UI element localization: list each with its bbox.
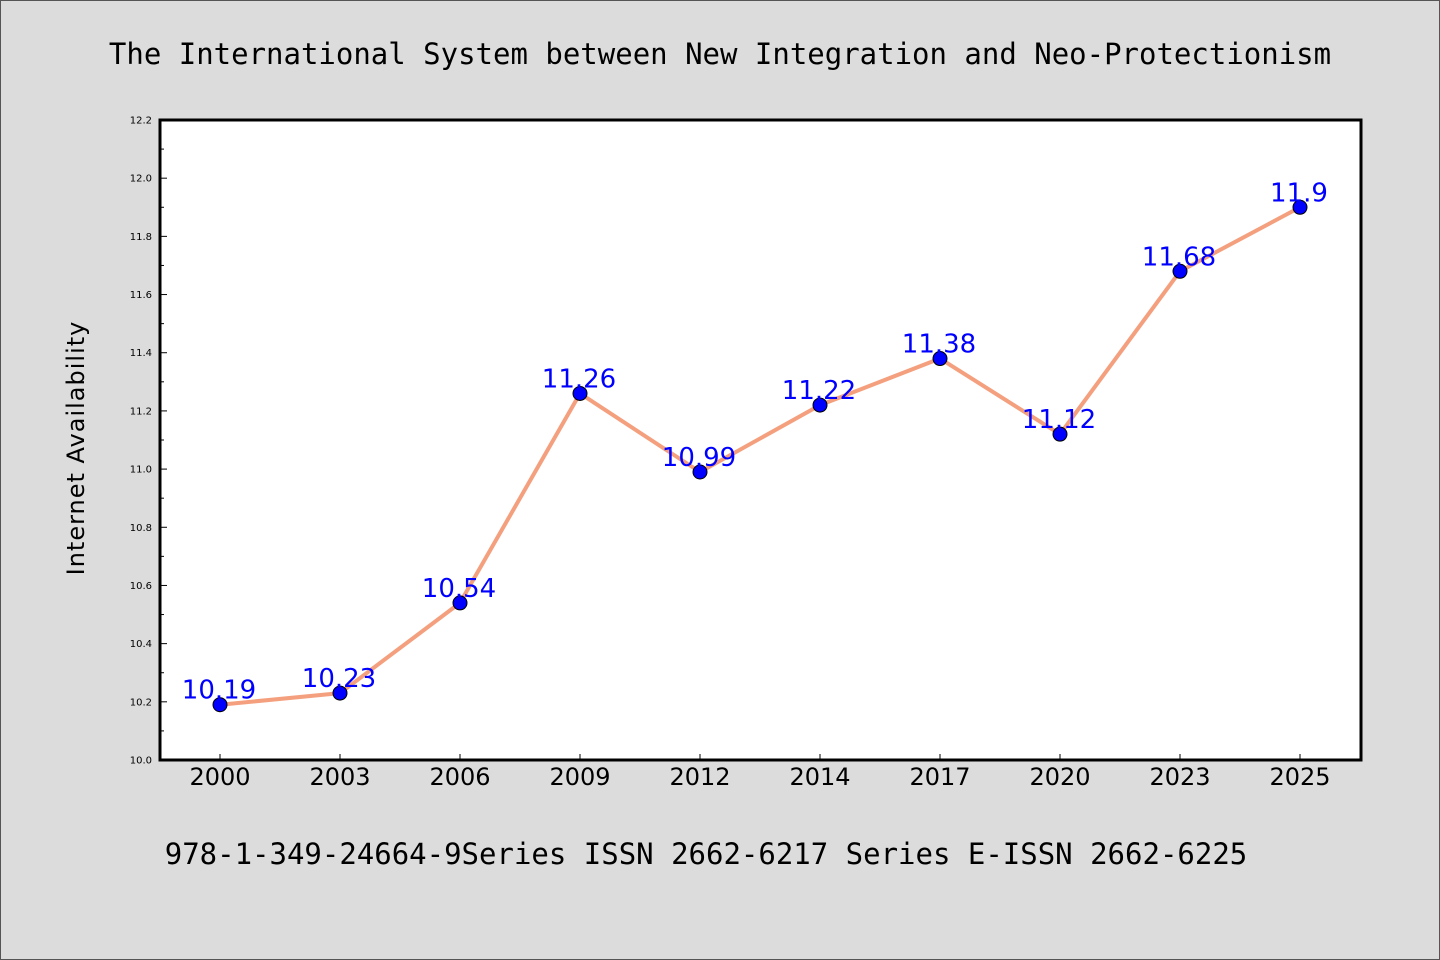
x-tick-label: 2025 [1269,763,1330,791]
x-tick-label: 2003 [309,763,370,791]
data-point [932,351,948,367]
y-tick-label: 10.8 [130,523,152,534]
data-point [812,397,828,413]
x-tick-label: 2009 [549,763,610,791]
y-tick-label: 11.0 [130,465,152,476]
y-tick-label: 11.2 [130,406,152,417]
y-tick-label: 12.0 [130,174,152,185]
data-point [452,595,468,611]
y-tick-label: 10.4 [130,639,152,650]
y-tick-label: 10.0 [130,756,152,767]
data-label: 11.12 [1022,405,1096,435]
data-point [1172,263,1188,279]
data-point [692,464,708,480]
x-tick-label: 2023 [1149,763,1210,791]
data-point [1052,426,1068,442]
data-point [1292,199,1308,215]
x-tick-label: 2014 [789,763,850,791]
x-tick-label: 2012 [669,763,730,791]
footer-text: 978-1-349-24664-9Series ISSN 2662-6217 S… [165,837,1248,871]
data-point [572,385,588,401]
data-label: 10.54 [422,574,496,604]
x-axis: 2000 2003 2006 2009 2012 2014 2017 2020 2023 2025 [189,754,1331,791]
data-label: 11.38 [902,330,976,360]
data-label: 11.68 [1142,242,1216,272]
data-label: 10.99 [662,443,736,473]
y-tick-label: 11.6 [130,290,152,301]
data-label: 10.23 [302,664,376,694]
data-label: 11.26 [542,364,616,394]
data-point [332,685,348,701]
y-axis-label: Internet Availability [62,321,90,576]
data-label: 11.22 [782,376,856,406]
x-tick-label: 2017 [909,763,970,791]
y-tick-label: 10.6 [130,581,152,592]
data-label: 10.19 [182,676,256,706]
chart-title: The International System between New Int… [109,37,1331,71]
data-label: 11.9 [1270,178,1328,208]
y-tick-label: 11.4 [130,348,152,359]
y-axis: 10.0 10.2 10.4 10.6 10.8 11.0 11.2 11.4 11.6 11.8… [130,116,167,767]
x-tick-label: 2020 [1029,763,1090,791]
series-group: 10.19 10.23 10.54 11.26 10.99 11.22 11.38 11.12… [182,178,1328,713]
x-tick-label: 2000 [189,763,250,791]
y-tick-label: 10.2 [130,697,152,708]
y-tick-label: 12.2 [130,116,152,127]
y-tick-label: 11.8 [130,232,152,243]
data-point [212,697,228,713]
x-tick-label: 2006 [429,763,490,791]
series-line [219,205,1301,707]
